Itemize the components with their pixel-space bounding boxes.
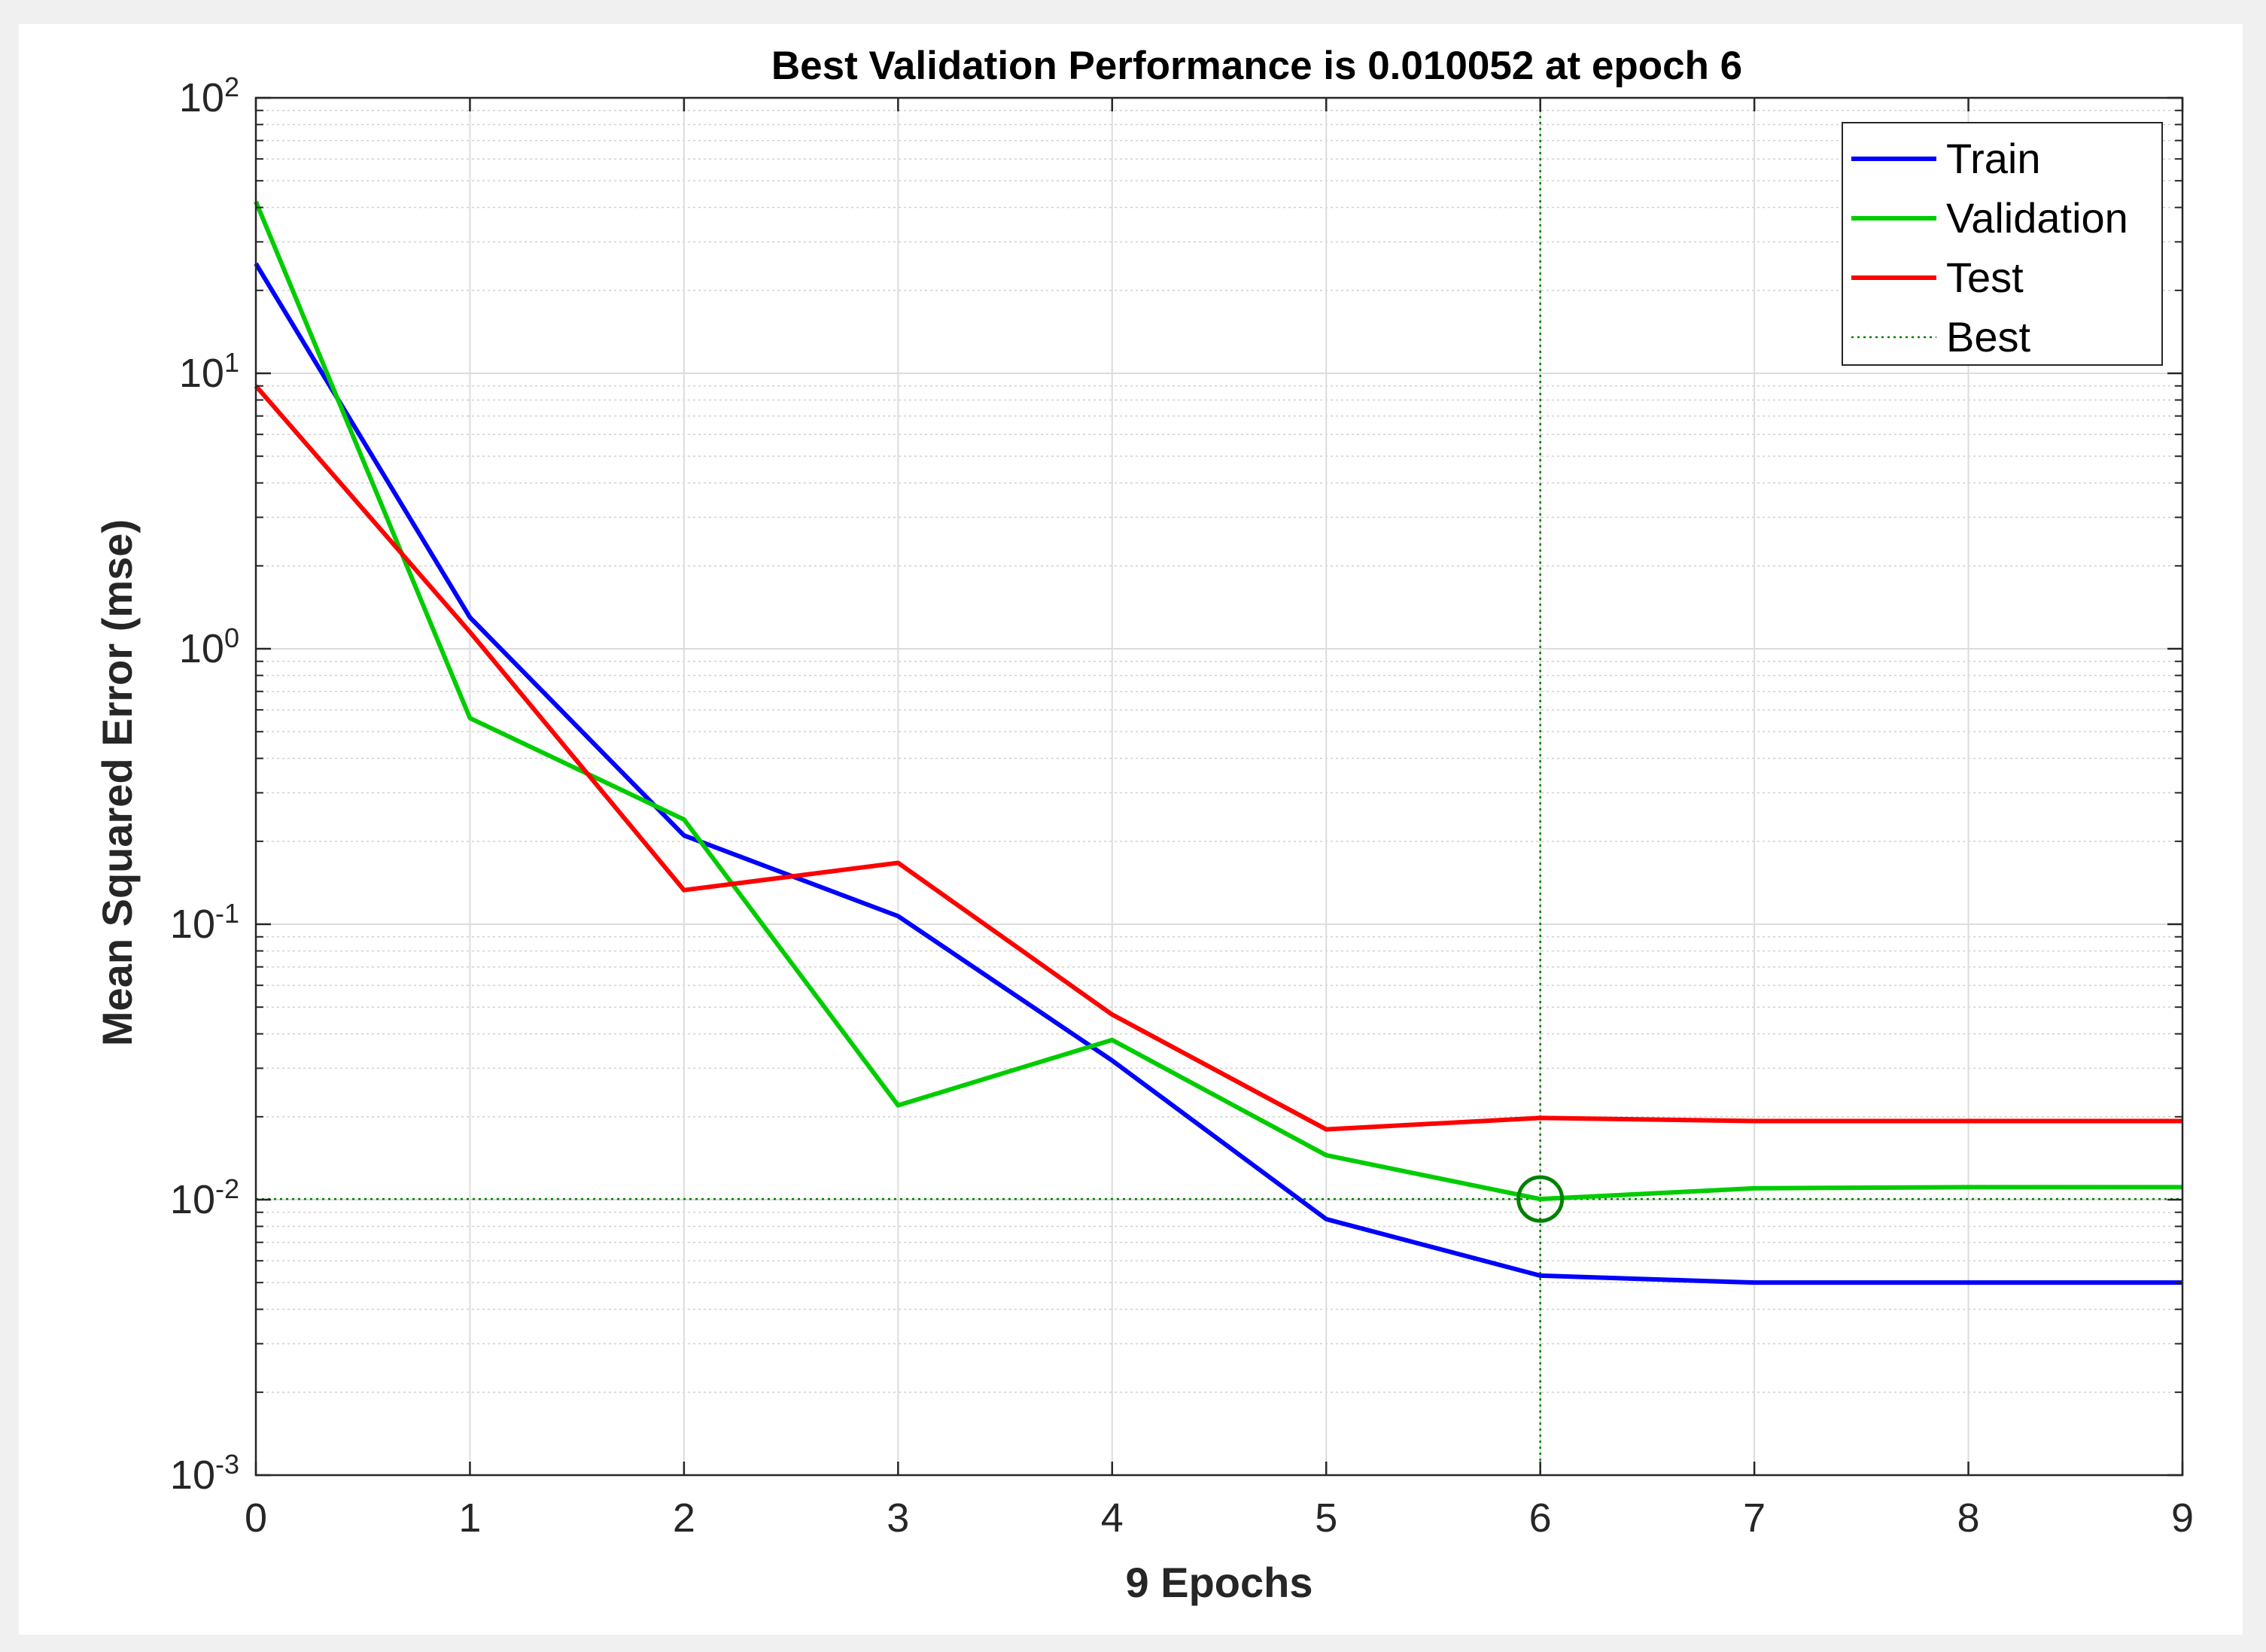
x-axis-label: 9 Epochs: [1126, 1559, 1313, 1606]
y-tick-label: 10-2: [170, 1173, 239, 1223]
legend-label-best: Best: [1946, 313, 2030, 361]
x-tick-label: 9: [2171, 1495, 2194, 1541]
x-tick-label: 0: [245, 1495, 267, 1541]
y-tick-label: 101: [179, 347, 239, 397]
x-tick-label: 3: [887, 1495, 909, 1541]
y-tick-label: 10-1: [170, 898, 239, 948]
axes-box: [254, 96, 2184, 1477]
series-line-train: [254, 262, 2182, 1285]
series-line-validation: [254, 200, 2182, 1202]
best-lines: [256, 98, 2182, 1475]
chart-title: Best Validation Performance is 0.010052 …: [771, 44, 1742, 88]
legend-label-test: Test: [1946, 254, 2024, 301]
x-tick-label: 6: [1529, 1495, 1552, 1541]
best-marker: [1516, 1175, 1565, 1223]
tick-labels: 0 1 2 3 4 5 6 7 8 9 10-3 10-2 10-1 100 101 102: [170, 71, 2194, 1541]
x-tick-label: 7: [1743, 1495, 1766, 1541]
legend-box: [1842, 122, 2163, 366]
y-tick-label: 102: [179, 71, 239, 121]
y-tick-label: 10-3: [170, 1449, 239, 1498]
legend-label-train: Train: [1946, 135, 2041, 182]
y-tick-label: 100: [179, 622, 239, 672]
legend-label-validation: Validation: [1946, 194, 2128, 242]
x-tick-label: 2: [673, 1495, 695, 1541]
x-tick-label: 4: [1101, 1495, 1124, 1541]
x-tick-label: 5: [1315, 1495, 1337, 1541]
legend: Train Validation Test Best: [1842, 122, 2163, 366]
x-tick-label: 1: [458, 1495, 481, 1541]
series-lines: [254, 200, 2182, 1285]
ticks: [254, 96, 2184, 1477]
y-axis-label: Mean Squared Error (mse): [93, 519, 141, 1046]
x-tick-label: 8: [1957, 1495, 1980, 1541]
series-line-test: [254, 384, 2182, 1132]
